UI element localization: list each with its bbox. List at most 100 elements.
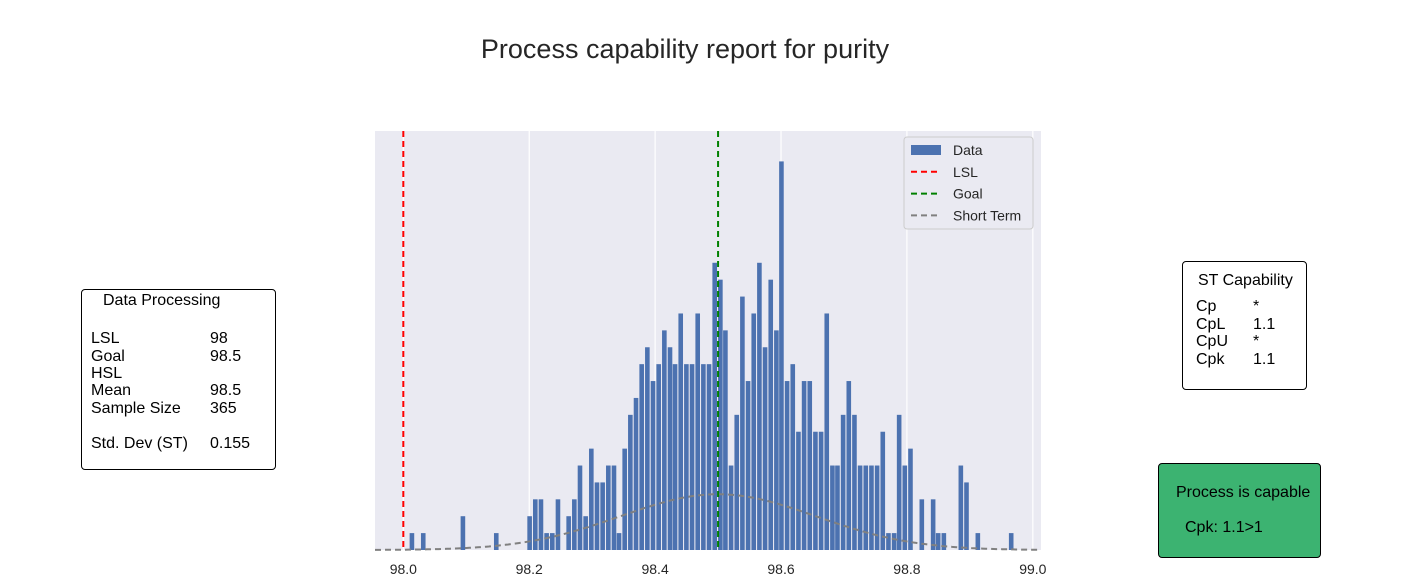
histogram-bar bbox=[639, 364, 644, 550]
histogram-bar bbox=[880, 431, 886, 550]
legend-box bbox=[903, 136, 1034, 230]
histogram-bar bbox=[589, 448, 594, 550]
histogram-bar bbox=[813, 431, 818, 550]
histogram-bar bbox=[908, 448, 913, 550]
x-tick-label: 98.8 bbox=[893, 561, 920, 577]
metric-label: LSL bbox=[91, 330, 120, 347]
histogram-bar bbox=[533, 499, 538, 550]
histogram-bar bbox=[549, 533, 555, 550]
legend-label: Data bbox=[953, 142, 983, 158]
legend: Data LSL Goal Short Term bbox=[903, 136, 1034, 230]
histogram-bar bbox=[493, 533, 499, 550]
histogram-bar bbox=[745, 381, 751, 550]
metric-value: 1.1 bbox=[1253, 351, 1276, 368]
histogram-bar bbox=[645, 347, 650, 550]
metric-value: 1.1 bbox=[1253, 316, 1276, 333]
verdict-detail: Cpk: 1.1>1 bbox=[1185, 519, 1263, 536]
histogram-bar bbox=[807, 381, 813, 550]
short-term-curve bbox=[375, 493, 1042, 551]
verdict-panel: Process is capable Cpk: 1.1>1 bbox=[1158, 463, 1321, 558]
histogram-bar bbox=[527, 516, 532, 550]
histogram-bar bbox=[835, 465, 840, 550]
metric-label: Cp bbox=[1196, 298, 1217, 315]
histogram-bar bbox=[583, 516, 588, 550]
metric-value: 98.5 bbox=[210, 348, 242, 365]
legend-label: Short Term bbox=[953, 207, 1021, 223]
histogram-bar bbox=[577, 465, 583, 550]
metric-value: * bbox=[1253, 298, 1260, 315]
histogram-bar bbox=[964, 482, 969, 550]
histogram-bar bbox=[633, 397, 639, 550]
histogram-bar bbox=[930, 499, 936, 550]
metric-label: CpU bbox=[1196, 333, 1229, 350]
histogram-bar bbox=[751, 313, 757, 550]
data-processing-panel: Data Processing LSL 98 Goal 98.5 HSL Mean 98.5… bbox=[81, 289, 276, 470]
histogram-bar bbox=[896, 414, 902, 550]
st-capability-heading: ST Capability bbox=[1198, 272, 1293, 289]
histogram-bar bbox=[695, 313, 701, 550]
histogram-bar bbox=[1008, 533, 1014, 550]
histogram-bar bbox=[611, 465, 617, 550]
histogram-bar bbox=[740, 296, 745, 550]
histogram-bar bbox=[622, 448, 627, 550]
histogram-bar bbox=[600, 482, 605, 550]
histogram-bar bbox=[874, 465, 880, 550]
histogram-bars bbox=[409, 161, 1014, 550]
histogram-bar bbox=[784, 381, 790, 550]
histogram-bar bbox=[672, 364, 678, 550]
histogram-bar bbox=[919, 499, 925, 550]
histogram-bar bbox=[935, 533, 941, 550]
x-tick-label: 98.4 bbox=[641, 561, 668, 577]
histogram-bar bbox=[409, 533, 415, 550]
x-axis-ticks: 98.0 98.2 98.4 98.6 98.8 99.0 bbox=[390, 561, 1047, 577]
histogram-bar bbox=[891, 533, 897, 550]
histogram-bar bbox=[734, 414, 740, 550]
histogram-bar bbox=[852, 414, 857, 550]
histogram-bar bbox=[538, 499, 544, 550]
x-tick-label: 98.6 bbox=[767, 561, 794, 577]
histogram-bar bbox=[678, 313, 684, 550]
metric-label: Sample Size bbox=[91, 400, 181, 417]
metric-label: Goal bbox=[91, 348, 125, 365]
verdict-text: Process is capable bbox=[1176, 484, 1311, 501]
histogram-bar bbox=[712, 262, 718, 550]
histogram-bar bbox=[768, 279, 774, 550]
histogram-bar bbox=[420, 533, 426, 550]
chart-title: Process capability report for purity bbox=[480, 34, 890, 64]
histogram-bar bbox=[718, 279, 723, 550]
histogram-bar bbox=[902, 465, 908, 550]
metric-value: 98 bbox=[210, 330, 228, 347]
histogram-bar bbox=[555, 499, 561, 550]
histogram-bar bbox=[650, 381, 656, 550]
histogram-bar bbox=[667, 347, 673, 550]
histogram-bar bbox=[869, 465, 874, 550]
histogram-bar bbox=[656, 364, 661, 550]
x-tick-label: 98.0 bbox=[390, 561, 417, 577]
metric-value: 0.155 bbox=[210, 435, 251, 452]
histogram-bar bbox=[958, 465, 964, 550]
histogram-bar bbox=[662, 330, 667, 550]
histogram-bar bbox=[723, 330, 728, 550]
histogram-bar bbox=[774, 330, 779, 550]
histogram-bar bbox=[460, 516, 466, 550]
metric-value: 98.5 bbox=[210, 382, 242, 399]
histogram-bar bbox=[728, 465, 734, 550]
histogram-bar bbox=[594, 482, 600, 550]
x-tick-label: 98.2 bbox=[516, 561, 543, 577]
histogram-bar bbox=[840, 414, 846, 550]
histogram-bar bbox=[689, 364, 695, 550]
histogram-bar bbox=[701, 364, 706, 550]
histogram-bar bbox=[757, 262, 762, 550]
histogram-bar bbox=[818, 431, 824, 550]
legend-label: LSL bbox=[953, 164, 978, 180]
histogram-bar bbox=[762, 347, 768, 550]
histogram-bar bbox=[824, 313, 830, 550]
metric-value: 365 bbox=[210, 400, 237, 417]
st-capability-panel: ST Capability Cp * CpL 1.1 CpU * Cpk 1.1 bbox=[1182, 261, 1307, 390]
histogram-bar bbox=[857, 465, 863, 550]
histogram-bar bbox=[628, 414, 633, 550]
histogram-bar bbox=[684, 364, 689, 550]
metric-label: Cpk bbox=[1196, 351, 1225, 368]
metric-label: CpL bbox=[1196, 316, 1226, 333]
